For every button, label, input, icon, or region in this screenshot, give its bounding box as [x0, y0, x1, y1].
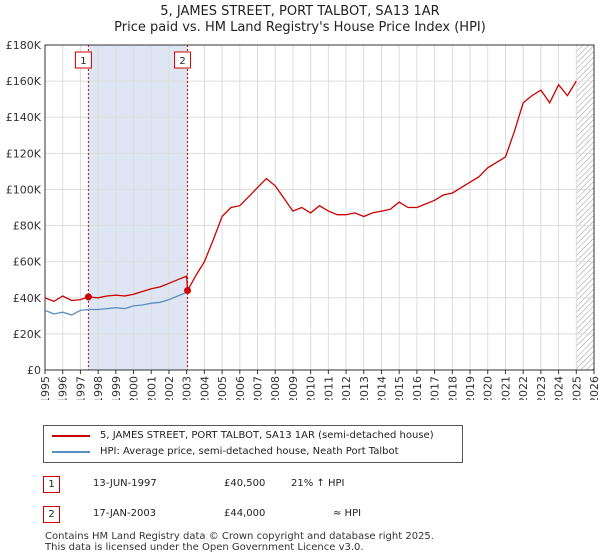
- sale-hpi-relation: ≈ HPI: [333, 508, 362, 519]
- sale-point: [84, 293, 92, 301]
- chart-legend: 5, JAMES STREET, PORT TALBOT, SA13 1AR (…: [43, 425, 463, 463]
- x-tick-label: 2016: [411, 376, 424, 400]
- y-tick-label: £40K: [13, 292, 42, 305]
- footer-copyright: Contains HM Land Registry data © Crown c…: [45, 531, 434, 542]
- sale-marker-label: 2: [179, 56, 185, 67]
- x-tick-label: 2019: [464, 376, 477, 400]
- x-tick-label: 1995: [39, 376, 52, 400]
- sale-marker-box: [174, 51, 192, 69]
- x-tick-label: 2001: [145, 376, 158, 400]
- footer-licence: This data is licensed under the Open Gov…: [45, 542, 364, 553]
- sale-price: £44,000: [224, 508, 266, 519]
- sale-price: £40,500: [224, 478, 266, 489]
- x-tick-label: 2006: [234, 376, 247, 400]
- x-tick-label: 2008: [269, 376, 282, 400]
- property-price-line: [44, 80, 577, 303]
- x-tick-label: 2007: [252, 376, 265, 400]
- x-tick-label: 2009: [287, 376, 300, 400]
- x-tick-label: 2021: [499, 376, 512, 400]
- x-tick-label: 2012: [340, 376, 353, 400]
- y-tick-label: £60K: [13, 256, 42, 269]
- x-tick-label: 2020: [482, 376, 495, 400]
- y-tick-label: £0: [27, 364, 41, 377]
- price-chart: £0 £20K £40K £60K £80K £100K £120K £140K £160K £1…: [6, 39, 600, 400]
- plot-frame: [44, 44, 595, 371]
- x-tick-label: 2017: [429, 376, 442, 400]
- hpi-line: [44, 290, 189, 316]
- x-tick-label: 1997: [74, 376, 87, 400]
- y-tick-label: £160K: [6, 75, 42, 88]
- x-tick-label: 2010: [305, 376, 318, 400]
- hold-period-shade: [88, 45, 188, 370]
- sale-hpi-relation: 21% ↑ HPI: [291, 478, 345, 489]
- x-tick-label: 2018: [446, 376, 459, 400]
- x-tick-label: 1998: [92, 376, 105, 400]
- x-tick-label: 2023: [535, 376, 548, 400]
- x-tick-label: 2013: [358, 376, 371, 400]
- x-tick-label: 1996: [57, 376, 70, 400]
- legend-swatch-property: [52, 435, 90, 437]
- y-tick-label: £100K: [6, 183, 42, 196]
- chart-subtitle: Price paid vs. HM Land Registry's House …: [114, 20, 486, 35]
- y-tick-label: £20K: [13, 328, 42, 341]
- legend-label-property: 5, JAMES STREET, PORT TALBOT, SA13 1AR (…: [100, 430, 434, 441]
- chart-title: 5, JAMES STREET, PORT TALBOT, SA13 1AR: [160, 4, 440, 19]
- y-tick-label: £120K: [6, 147, 42, 160]
- x-tick-label: 2014: [375, 376, 388, 400]
- legend-swatch-hpi: [52, 451, 90, 453]
- forecast-hatch: [576, 45, 594, 370]
- y-tick-label: £80K: [13, 220, 42, 233]
- x-tick-label: 2005: [216, 376, 229, 400]
- x-tick-label: 1999: [110, 376, 123, 400]
- sale-point: [184, 287, 192, 295]
- x-tick-label: 2026: [588, 376, 600, 400]
- x-tick-label: 2003: [181, 376, 194, 400]
- x-tick-label: 2015: [393, 376, 406, 400]
- sale-number-badge: 2: [43, 506, 60, 523]
- x-tick-label: 2024: [553, 376, 566, 400]
- x-tick-label: 2011: [322, 376, 335, 400]
- x-tick-label: 2025: [570, 376, 583, 400]
- sale-marker-box: [74, 51, 92, 69]
- legend-label-hpi: HPI: Average price, semi-detached house,…: [100, 446, 399, 457]
- sale-date: 13-JUN-1997: [93, 478, 157, 489]
- y-tick-label: £180K: [6, 39, 42, 52]
- sale-marker-label: 1: [80, 56, 86, 67]
- x-tick-label: 2022: [517, 376, 530, 400]
- y-tick-label: £140K: [6, 111, 42, 124]
- sale-number-badge: 1: [43, 476, 60, 493]
- sale-date: 17-JAN-2003: [93, 508, 157, 519]
- x-tick-label: 2002: [163, 376, 176, 400]
- x-tick-label: 2000: [128, 376, 141, 400]
- x-tick-label: 2004: [198, 376, 211, 400]
